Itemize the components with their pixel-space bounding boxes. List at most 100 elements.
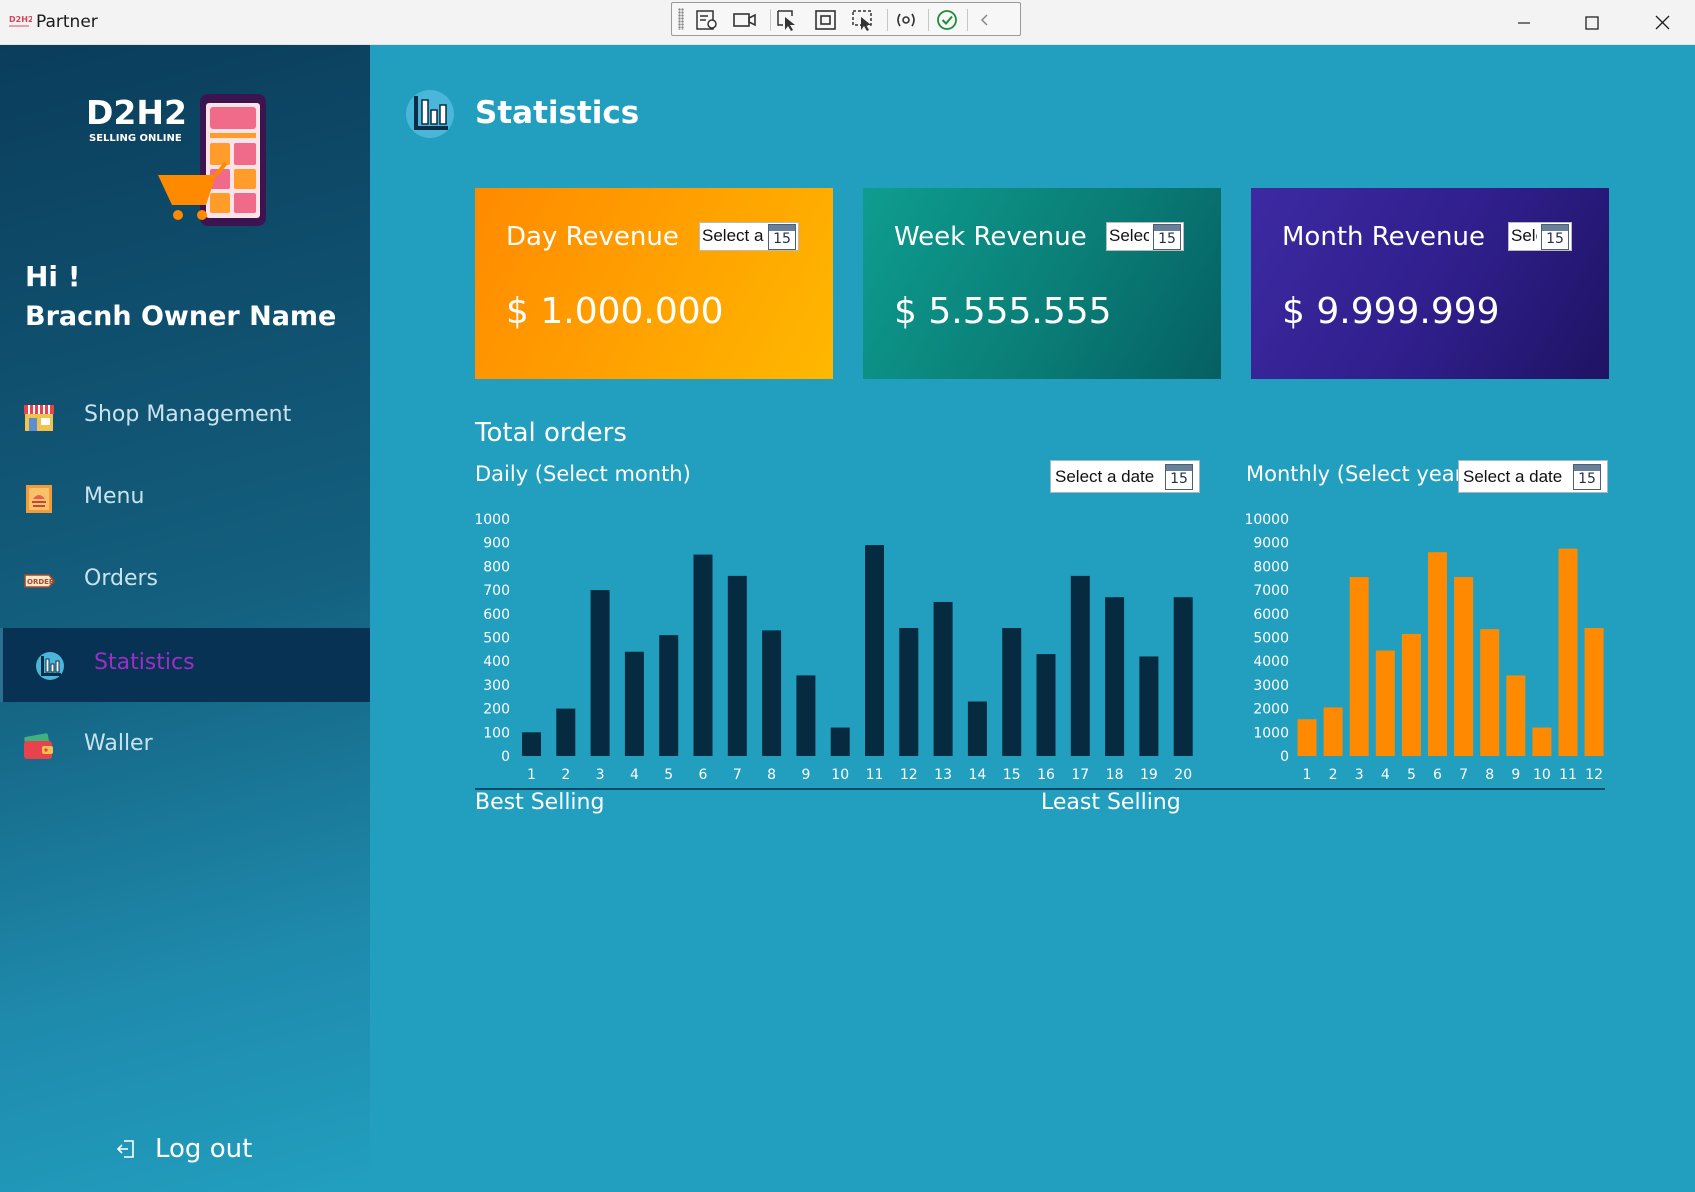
sidebar-item-menu[interactable]: Menu <box>0 462 370 536</box>
date-picker-text: Select a date <box>1511 226 1537 245</box>
x-tick-label: 7 <box>1459 767 1468 783</box>
bar <box>1506 675 1526 756</box>
svg-text:ORDER: ORDER <box>27 578 55 586</box>
monthly-chart-label: Monthly (Select year) <box>1246 462 1472 486</box>
x-tick-label: 13 <box>934 767 952 783</box>
x-tick-label: 12 <box>1585 767 1603 783</box>
x-tick-label: 16 <box>1037 767 1055 783</box>
bar <box>1401 633 1421 756</box>
day-date-picker[interactable]: Select a date 15 <box>699 222 799 251</box>
bar <box>693 554 713 756</box>
month-date-picker[interactable]: Select a date 15 <box>1508 222 1572 251</box>
least-selling-label[interactable]: Least Selling <box>1041 790 1181 815</box>
brand-logo: D2H2 SELLING ONLINE <box>86 93 276 233</box>
y-tick-label: 100 <box>483 725 510 741</box>
x-tick-label: 3 <box>596 767 605 783</box>
sidebar-item-waller[interactable]: Waller <box>0 709 370 783</box>
x-tick-label: 6 <box>1433 767 1442 783</box>
hot-reload-icon[interactable] <box>893 8 919 32</box>
bar <box>865 545 884 756</box>
wallet-icon <box>24 733 53 759</box>
close-button[interactable] <box>1627 0 1695 45</box>
best-selling-label[interactable]: Best Selling <box>475 790 605 815</box>
daily-chart-label: Daily (Select month) <box>475 462 691 486</box>
bar <box>1036 654 1056 756</box>
app-logo-text: D2H2 <box>9 15 32 24</box>
display-layout-adorners-icon[interactable] <box>813 8 839 32</box>
sidebar-item-label: Shop Management <box>84 402 292 427</box>
bar <box>727 575 747 756</box>
date-picker-text: Select a date <box>1055 467 1155 486</box>
card-title: Week Revenue <box>894 222 1087 252</box>
calendar-icon[interactable]: 15 <box>1165 464 1193 490</box>
collapse-toolbar-icon[interactable] <box>972 8 998 32</box>
toolbar-grip-icon[interactable] <box>678 8 684 30</box>
monthly-date-picker[interactable]: Select a date 15 <box>1458 460 1608 493</box>
minimize-icon <box>1518 22 1530 24</box>
toolbar-separator <box>967 9 968 31</box>
daily-date-picker[interactable]: Select a date 15 <box>1050 460 1200 493</box>
bar <box>522 732 541 756</box>
day-revenue-card: Day Revenue Select a date 15 $ 1.000.000 <box>475 188 833 379</box>
monthly-orders-chart: 0 1000 2000 3000 4000 5000 6000 7000 8000 9000 100… <box>1242 505 1612 785</box>
sidebar-item-label: Orders <box>84 566 158 591</box>
maximize-button[interactable] <box>1558 0 1626 45</box>
select-element-icon[interactable] <box>775 8 801 32</box>
date-picker-text: Select a date <box>702 226 764 245</box>
calendar-day: 15 <box>1546 231 1564 247</box>
y-tick-label: 200 <box>483 702 510 718</box>
bar <box>1173 597 1193 756</box>
daily-orders-chart: 0 100 200 300 400 500 600 700 800 900 1000 1 2 3 4 5 6 7 8… <box>470 505 1200 785</box>
greeting: Hi ! <box>25 260 81 293</box>
bar <box>1297 719 1317 756</box>
x-tick-label: 8 <box>767 767 776 783</box>
x-tick-label: 2 <box>561 767 570 783</box>
track-focused-element-icon[interactable] <box>850 8 876 32</box>
x-tick-label: 18 <box>1106 767 1124 783</box>
calendar-icon[interactable]: 15 <box>1541 224 1569 250</box>
y-tick-label: 4000 <box>1253 654 1289 670</box>
sidebar-item-statistics[interactable]: Statistics <box>0 628 370 702</box>
x-tick-label: 14 <box>968 767 986 783</box>
sidebar-item-shop-management[interactable]: Shop Management <box>0 380 370 454</box>
bar <box>1584 628 1604 756</box>
toolbar-separator <box>770 9 771 31</box>
calendar-day: 15 <box>1158 231 1176 247</box>
logout-button[interactable]: Log out <box>115 1132 275 1172</box>
calendar-day: 15 <box>773 231 791 247</box>
calendar-icon[interactable]: 15 <box>768 224 796 250</box>
bar <box>590 590 610 756</box>
check-status-icon[interactable] <box>934 8 960 32</box>
sidebar-item-orders[interactable]: ORDER Orders <box>0 544 370 618</box>
order-tag-icon: ORDER <box>24 574 55 588</box>
x-tick-label: 10 <box>831 767 849 783</box>
week-date-picker[interactable]: Select a date 15 <box>1106 222 1184 251</box>
x-tick-label: 5 <box>664 767 673 783</box>
minimize-button[interactable] <box>1490 0 1558 45</box>
calendar-icon[interactable]: 15 <box>1153 224 1181 250</box>
menu-icon <box>26 485 52 513</box>
y-tick-label: 700 <box>483 583 510 599</box>
bar <box>1480 629 1500 756</box>
x-tick-label: 3 <box>1355 767 1364 783</box>
section-divider <box>475 788 1605 790</box>
date-picker-text: Select a date <box>1463 467 1563 486</box>
bar <box>1070 575 1090 756</box>
week-revenue-card: Week Revenue Select a date 15 $ 5.555.55… <box>863 188 1221 379</box>
live-visual-tree-icon[interactable] <box>694 8 720 32</box>
y-tick-label: 9000 <box>1253 536 1289 552</box>
debug-toolbar <box>671 2 1021 36</box>
bar <box>1349 577 1369 756</box>
bar <box>1532 727 1552 756</box>
y-tick-label: 0 <box>501 749 510 765</box>
y-tick-label: 900 <box>483 536 510 552</box>
bar <box>1375 650 1395 756</box>
logout-icon <box>116 1140 134 1158</box>
date-picker-text: Select a date <box>1109 226 1149 245</box>
window-title: Partner <box>36 12 98 32</box>
bar <box>1139 656 1159 756</box>
calendar-icon[interactable]: 15 <box>1573 464 1601 490</box>
video-camera-icon[interactable] <box>732 8 758 32</box>
bar <box>1323 707 1343 756</box>
